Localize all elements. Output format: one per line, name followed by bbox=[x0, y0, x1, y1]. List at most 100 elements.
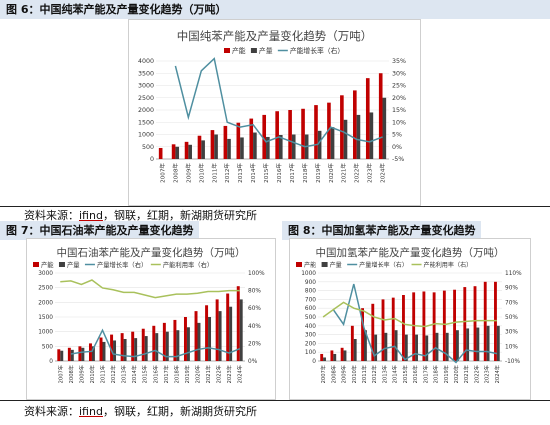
y-tick-label: 200 bbox=[305, 341, 316, 347]
bar-output bbox=[496, 325, 500, 361]
x-tick-label: 2009年 bbox=[77, 365, 85, 383]
legend-swatch bbox=[58, 262, 65, 267]
y-tick-label: 3000 bbox=[138, 83, 154, 90]
x-tick-label: 2008年 bbox=[171, 163, 179, 183]
x-tick-label: 2011年 bbox=[360, 365, 368, 383]
x-tick-label: 2020年 bbox=[327, 163, 335, 183]
bar-output bbox=[229, 306, 233, 361]
x-tick-label: 2010年 bbox=[197, 163, 205, 183]
bar-output bbox=[486, 325, 490, 361]
bar-capacity bbox=[236, 122, 241, 159]
x-tick-label: 2018年 bbox=[172, 365, 180, 383]
x-tick-label: 2011年 bbox=[99, 365, 107, 383]
legend-label: 产能 bbox=[304, 261, 316, 269]
y-tick-label: 4000 bbox=[138, 58, 154, 65]
divider-top bbox=[0, 206, 550, 207]
y-tick-label: 2000 bbox=[138, 107, 154, 114]
bar-capacity bbox=[453, 289, 456, 361]
series-line-growth bbox=[332, 283, 498, 364]
legend-label: 产量增长率（右） bbox=[359, 261, 408, 269]
y2-tick-label: 90% bbox=[505, 286, 518, 292]
bar-capacity bbox=[110, 334, 114, 361]
x-tick-label: 2017年 bbox=[162, 365, 170, 383]
source-prefix: 资料来源： bbox=[24, 405, 79, 418]
x-tick-label: 2023年 bbox=[483, 365, 491, 383]
bar-capacity bbox=[215, 299, 219, 361]
x-tick-label: 2008年 bbox=[329, 365, 337, 383]
bar-capacity bbox=[402, 295, 405, 361]
legend-label: 产量 bbox=[259, 46, 273, 55]
y2-tick-label: -5% bbox=[392, 156, 404, 163]
y-tick-label: 1000 bbox=[38, 330, 53, 336]
y2-tick-label: 10% bbox=[505, 344, 518, 350]
bar-capacity bbox=[184, 141, 189, 159]
y2-tick-label: 80% bbox=[248, 289, 261, 295]
x-tick-label: 2018年 bbox=[301, 163, 309, 183]
x-tick-label: 2023年 bbox=[225, 365, 233, 383]
y2-tick-label: 100% bbox=[248, 271, 265, 277]
y-tick-label: 400 bbox=[305, 324, 316, 330]
bar-output bbox=[70, 349, 74, 361]
bar-capacity bbox=[371, 303, 375, 361]
chart-hydro-benzene-svg: 中国加氢苯产能及产量变化趋势（万吨） 0 100 200 300 400 500 600 700… bbox=[296, 246, 522, 383]
bar-capacity bbox=[365, 78, 370, 159]
bar-output bbox=[176, 330, 180, 361]
legend-swatch bbox=[321, 262, 328, 267]
bar-output bbox=[278, 134, 283, 159]
bar-output bbox=[415, 334, 418, 361]
bar-capacity bbox=[171, 144, 176, 159]
legend-label: 产能增长率（右） bbox=[290, 46, 344, 55]
bar-capacity bbox=[320, 353, 324, 361]
bar-capacity bbox=[275, 111, 279, 159]
chart-pure-benzene: 中国纯苯产能及产量变化趋势（万吨） 0 500 1000 1500 2000 2500 300… bbox=[128, 19, 421, 206]
bar-output bbox=[113, 340, 117, 361]
x-tick-label: 2015年 bbox=[401, 365, 409, 383]
x-tick-label: 2010年 bbox=[350, 365, 358, 383]
x-tick-label: 2007年 bbox=[56, 365, 64, 383]
bar-output bbox=[466, 328, 470, 361]
x-tick-label: 2012年 bbox=[223, 163, 231, 183]
x-tick-label: 2009年 bbox=[184, 163, 192, 183]
bar-output bbox=[155, 333, 159, 361]
y2-tick-label: 40% bbox=[248, 324, 261, 330]
y-tick-label: 1000 bbox=[138, 132, 154, 139]
y-tick-label: 2500 bbox=[138, 95, 154, 102]
y-tick-label: 300 bbox=[305, 333, 316, 339]
chart-petroleum-benzene: 中国石油苯产能及产量变化趋势（万吨） 0 500 1000 1500 2000 2500 30… bbox=[26, 238, 276, 400]
y-tick-label: 0 bbox=[49, 359, 53, 365]
y2-tick-label: 30% bbox=[392, 70, 406, 77]
x-tick-label: 2021年 bbox=[340, 163, 348, 183]
x-tick-label: 2020年 bbox=[452, 365, 460, 383]
y-tick-label: 2000 bbox=[38, 300, 53, 306]
y-tick-label: 0 bbox=[150, 156, 154, 163]
y-tick-label: 100 bbox=[305, 350, 316, 356]
bar-capacity bbox=[330, 350, 334, 361]
bar-capacity bbox=[120, 333, 124, 361]
x-tick-label: 2008年 bbox=[67, 365, 75, 383]
bar-output bbox=[394, 330, 398, 361]
bar-capacity bbox=[361, 308, 364, 361]
x-tick-label: 2014年 bbox=[391, 365, 399, 383]
legend-swatch bbox=[33, 262, 39, 267]
figure-7-8-caption: 图 7：中国石油苯产能及产量变化趋势 图 8：中国加氢苯产能及产量变化趋势 bbox=[0, 221, 550, 240]
legend-label: 产能利用率（右） bbox=[424, 261, 473, 269]
bar-capacity bbox=[249, 118, 254, 159]
bar-output bbox=[435, 332, 439, 361]
bar-output bbox=[188, 144, 192, 159]
x-tick-label: 2013年 bbox=[380, 365, 388, 383]
bar-output bbox=[425, 335, 429, 361]
bar-capacity bbox=[205, 305, 209, 361]
x-tick-label: 2011年 bbox=[210, 163, 218, 183]
bar-output bbox=[323, 357, 326, 361]
bar-output bbox=[208, 317, 212, 361]
bar-output bbox=[476, 327, 480, 361]
bar-capacity bbox=[88, 343, 92, 361]
y2-tick-label: 20% bbox=[392, 95, 406, 102]
legend-label: 产量增长率（右） bbox=[97, 260, 147, 269]
x-tick-label: 2012年 bbox=[370, 365, 378, 383]
x-tick-label: 2012年 bbox=[109, 365, 117, 383]
bar-output bbox=[364, 330, 367, 361]
bar-output bbox=[333, 353, 337, 361]
bar-output bbox=[197, 322, 201, 361]
bar-output bbox=[186, 327, 190, 361]
